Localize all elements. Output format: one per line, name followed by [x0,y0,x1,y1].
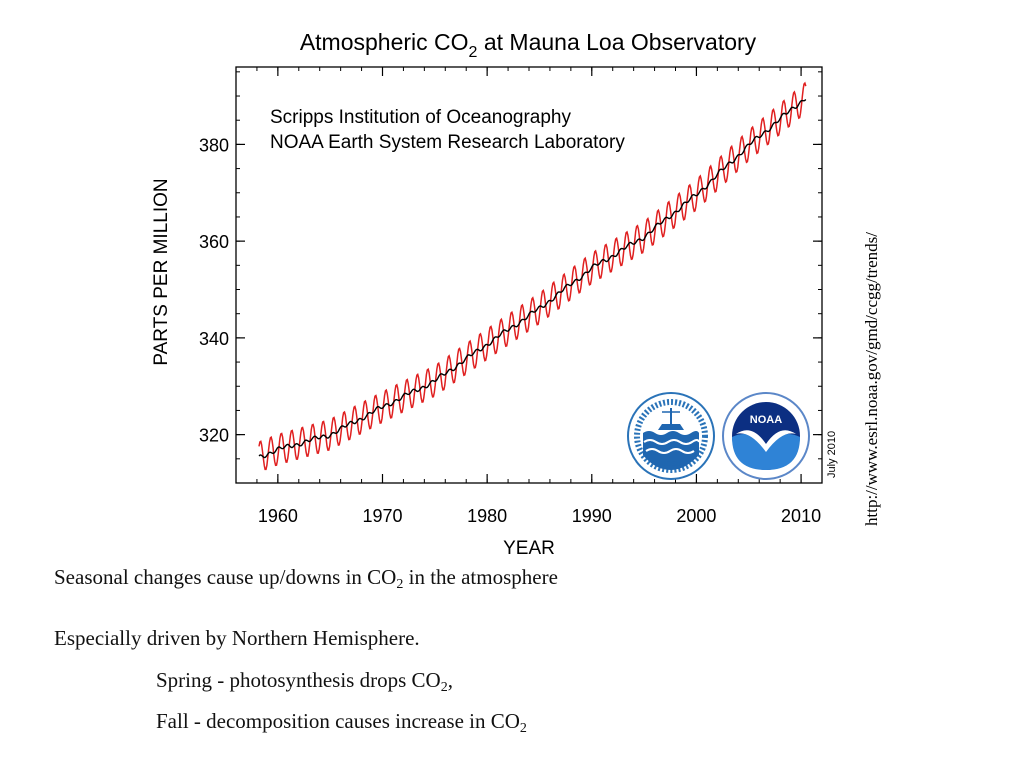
source-url[interactable]: http://www.esrl.noaa.gov/gmd/ccgg/trends… [862,232,881,526]
scripps-seal-icon: UCSD [627,392,715,480]
series-trend-line [258,99,807,459]
x-axis-label: YEAR [503,538,555,559]
caption-seasonal: Seasonal changes cause up/downs in CO2 i… [54,565,558,592]
institution-label-noaa: NOAA Earth System Research Laboratory [270,132,625,153]
x-tick-label: 2010 [781,506,821,526]
series-layer [258,81,807,471]
date-stamp: July 2010 [826,431,838,478]
caption-spring: Spring - photosynthesis drops CO2, [156,668,453,695]
x-tick-label: 2000 [676,506,716,526]
y-tick-label: 360 [199,232,229,252]
caption-northern-hemisphere: Especially driven by Northern Hemisphere… [54,626,420,650]
y-tick-label: 340 [199,329,229,349]
institution-label-scripps: Scripps Institution of Oceanography [270,107,572,128]
noaa-logo-icon: NOAA [722,392,810,480]
axis-ticks: 1960 1970 1980 1990 2000 2010 320 340 360 380 [199,67,823,526]
y-tick-label: 320 [199,426,229,446]
svg-text:NOAA: NOAA [750,414,782,426]
y-axis-label: PARTS PER MILLION [151,178,172,365]
svg-text:UCSD: UCSD [661,461,681,468]
series-monthly-line [258,81,807,471]
chart-title: Atmospheric CO2 at Mauna Loa Observatory [300,29,757,61]
x-tick-label: 1970 [362,506,402,526]
caption-fall: Fall - decomposition causes increase in … [156,709,527,736]
x-tick-label: 1960 [258,506,298,526]
x-tick-label: 1980 [467,506,507,526]
y-tick-label: 380 [199,135,229,155]
x-tick-label: 1990 [572,506,612,526]
